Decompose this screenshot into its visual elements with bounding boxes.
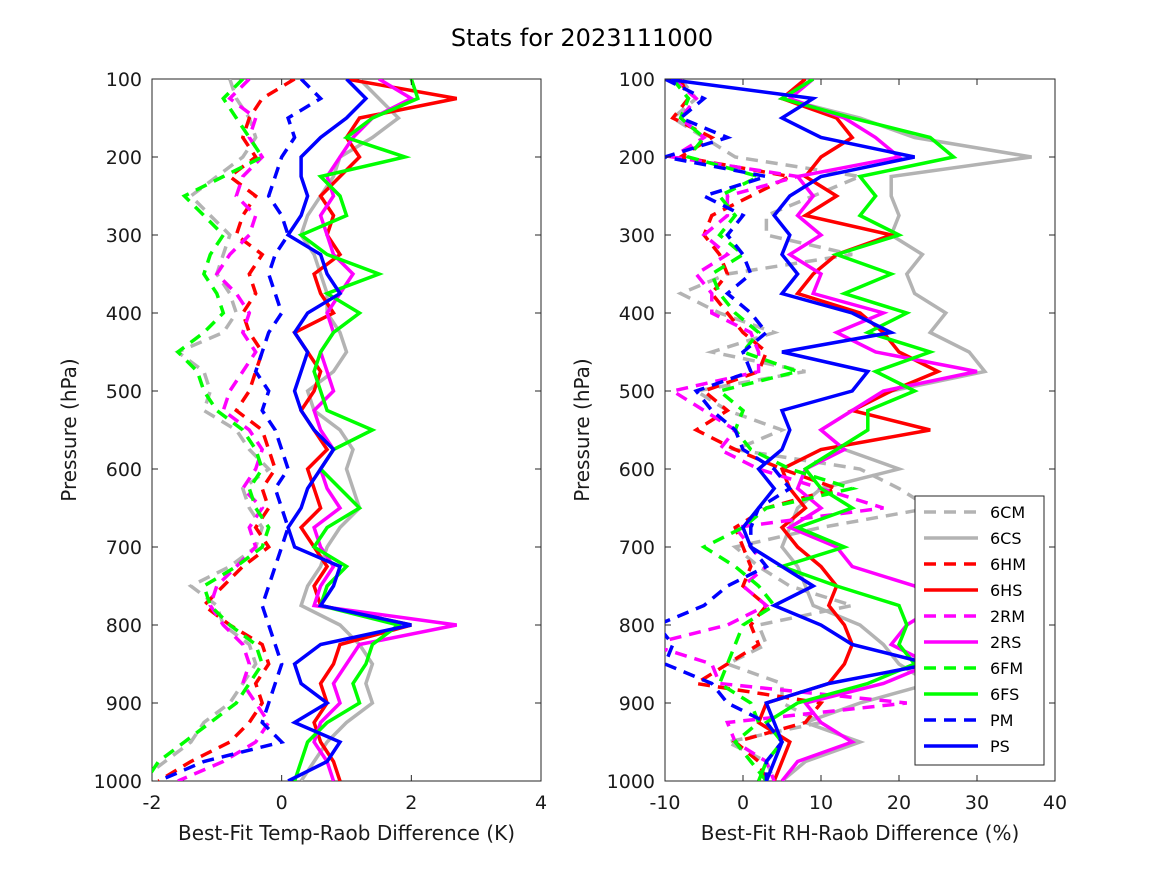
rh-ticks: -10 0 10 20 30 40 100 200 300 400 500 600 700 800 900 1… <box>607 69 1067 814</box>
rh-x-tick-label: 30 <box>965 792 989 814</box>
rh-y-tick-label: 300 <box>619 225 655 247</box>
rh-y-tick-label: 600 <box>619 459 655 481</box>
legend-label-6hm: 6HM <box>990 555 1026 574</box>
temperature-y-tick-label: 1000 <box>94 771 142 793</box>
temperature-series-pm <box>157 79 324 781</box>
temperature-y-tick-label: 700 <box>106 537 142 559</box>
rh-y-axis-label: Pressure (hPa) <box>570 358 594 501</box>
temperature-series-2rm <box>177 79 271 781</box>
rh-x-axis-label: Best-Fit RH-Raob Difference (%) <box>701 821 1020 845</box>
legend-box <box>914 495 1045 766</box>
temperature-y-tick-label: 400 <box>106 303 142 325</box>
rh-y-tick-label: 700 <box>619 537 655 559</box>
legend: 6CM 6CS 6HM 6HS 2RM 2RS 6FM 6FS PM PS <box>914 495 1045 766</box>
temperature-y-tick-label: 300 <box>106 225 142 247</box>
temperature-y-tick-label: 600 <box>106 459 142 481</box>
rh-x-tick-label: 40 <box>1043 792 1067 814</box>
rh-y-tick-label: 200 <box>619 147 655 169</box>
rh-y-tick-label: 400 <box>619 303 655 325</box>
rh-y-tick-label: 900 <box>619 693 655 715</box>
temperature-y-tick-label: 500 <box>106 381 142 403</box>
temperature-y-tick-label: 100 <box>106 69 142 91</box>
legend-items: 6CM 6CS 6HM 6HS 2RM 2RS 6FM 6FS PM PS <box>924 503 1026 756</box>
temperature-y-tick-label: 900 <box>106 693 142 715</box>
legend-label-6hs: 6HS <box>990 581 1022 600</box>
temperature-x-tick-label: 2 <box>405 792 417 814</box>
legend-label-pm: PM <box>990 711 1013 730</box>
temperature-series-ps <box>285 79 412 781</box>
temperature-series-group <box>152 79 458 781</box>
temperature-series-2rs <box>311 79 458 781</box>
legend-label-6cs: 6CS <box>990 529 1022 548</box>
rh-x-tick-label: 0 <box>737 792 749 814</box>
rh-x-tick-label: -10 <box>649 792 680 814</box>
legend-label-6cm: 6CM <box>990 503 1025 522</box>
rh-series-6hs <box>756 79 943 781</box>
temperature-y-tick-label: 200 <box>106 147 142 169</box>
temperature-series-6hm <box>157 79 296 781</box>
temperature-plot-area <box>151 78 542 782</box>
temperature-x-tick-label: 4 <box>535 792 547 814</box>
legend-label-2rm: 2RM <box>990 607 1025 626</box>
rh-y-tick-label: 500 <box>619 381 655 403</box>
legend-label-6fm: 6FM <box>990 659 1023 678</box>
temperature-x-tick-label: -2 <box>143 792 162 814</box>
rh-y-tick-label: 800 <box>619 615 655 637</box>
rh-x-tick-label: 10 <box>809 792 833 814</box>
temperature-panel: -2 0 2 4 100 200 300 400 500 600 700 800 900 1000 Bes… <box>57 69 547 845</box>
rh-y-tick-label: 1000 <box>607 771 655 793</box>
temperature-y-tick-label: 800 <box>106 615 142 637</box>
legend-label-2rs: 2RS <box>990 633 1021 652</box>
temperature-x-tick-label: 0 <box>276 792 288 814</box>
rh-series-pm <box>665 79 793 781</box>
temperature-series-6fs <box>292 79 420 781</box>
temperature-x-axis-label: Best-Fit Temp-Raob Difference (K) <box>178 821 515 845</box>
temperature-series-6cm <box>152 79 272 774</box>
rh-y-tick-label: 100 <box>619 69 655 91</box>
rh-panel: -10 0 10 20 30 40 100 200 300 400 500 600 700 800 900 1… <box>570 69 1067 845</box>
temperature-series-6fm <box>152 79 271 775</box>
legend-label-6fs: 6FS <box>990 685 1019 704</box>
figure-title: Stats for 2023111000 <box>451 24 713 52</box>
rh-x-tick-label: 20 <box>887 792 911 814</box>
legend-label-ps: PS <box>990 737 1010 756</box>
rh-series-6hm <box>670 79 843 781</box>
temperature-y-axis-label: Pressure (hPa) <box>57 358 81 501</box>
temperature-ticks: -2 0 2 4 100 200 300 400 500 600 700 800 900 1000 <box>94 69 547 814</box>
